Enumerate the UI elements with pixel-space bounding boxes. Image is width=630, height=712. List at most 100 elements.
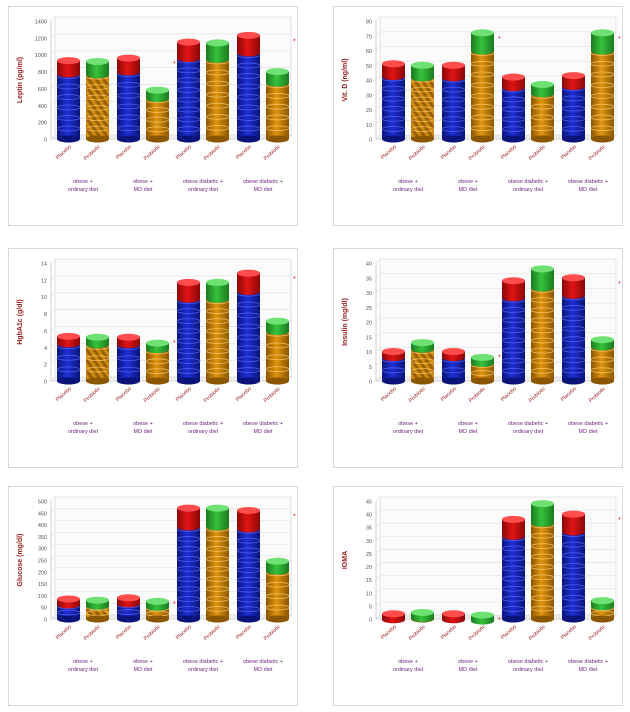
bar-band: [590, 367, 615, 374]
bar-band: [56, 125, 81, 132]
bar-base: [146, 615, 169, 623]
gridline-depth: [375, 361, 381, 367]
bar-top: [591, 336, 614, 344]
category-label: MD diet: [579, 429, 598, 435]
bar-band: [265, 593, 290, 600]
bar-band: [205, 91, 230, 98]
bar-band: [590, 60, 615, 67]
bar-cap: [502, 280, 525, 298]
bar: [177, 290, 200, 381]
bar-band: [205, 348, 230, 354]
bar-top: [562, 510, 585, 518]
gridline-depth: [375, 302, 381, 308]
bar-band: [590, 125, 615, 132]
bar-label: Probiotic: [588, 386, 607, 404]
category-label: obese +: [458, 659, 478, 665]
bar-band: [116, 366, 141, 373]
bar-cap-base: [382, 73, 405, 81]
y-tick-label: 300: [38, 547, 47, 553]
bar-cap-base: [562, 82, 585, 90]
bar-band: [530, 605, 555, 612]
bar-band: [381, 105, 406, 112]
bar-label: Probiotic: [203, 624, 222, 642]
significance-star: *: [293, 513, 296, 520]
bar: [531, 513, 554, 619]
bar-band: [236, 567, 261, 573]
bar-top: [206, 278, 229, 286]
bar-base: [591, 615, 614, 623]
bar-cap-base: [57, 601, 80, 609]
gridline-depth: [50, 33, 56, 39]
bar-band: [530, 114, 555, 121]
bar-cap-base: [117, 68, 140, 76]
gridline-depth: [375, 496, 381, 502]
bar-cap: [591, 32, 614, 51]
bar-band: [410, 358, 435, 365]
bar-top: [382, 348, 405, 355]
bar-band: [441, 367, 466, 374]
gridline-depth: [50, 101, 56, 106]
bar-cap: [531, 503, 554, 524]
chart-panel: 0 200 400 600 800 1000 1200 1400 Leptin (pg/ml) P…: [8, 6, 298, 226]
bar-band: [561, 336, 586, 343]
bar-band: [236, 557, 261, 564]
bar-band: [236, 547, 261, 554]
significance-star: *: [498, 617, 501, 624]
gridline-depth: [375, 75, 381, 81]
bar-cap: [562, 75, 585, 87]
y-tick-label: 10: [41, 295, 47, 301]
gridline-depth: [50, 602, 56, 608]
y-tick-label: 15: [366, 335, 372, 341]
category-label: obese +: [133, 179, 153, 185]
bar-top: [177, 504, 200, 512]
bar-band: [56, 115, 81, 121]
bar-band: [265, 125, 290, 132]
bar-cap: [562, 514, 585, 532]
bar: [86, 68, 109, 139]
bar-band: [176, 67, 201, 74]
bar-base: [591, 377, 614, 385]
y-axis-label: Leptin (pg/ml): [17, 57, 24, 103]
y-tick-label: 0: [369, 138, 372, 144]
bar-base: [86, 135, 109, 143]
bar-band: [145, 107, 170, 113]
bar-band: [205, 338, 230, 344]
bar-cap-base: [591, 603, 614, 611]
y-tick-label: 8: [44, 312, 47, 318]
bar-band: [176, 87, 201, 93]
bar-band: [205, 556, 230, 562]
bar-cap: [206, 42, 229, 60]
bar-label: Placebo: [560, 386, 578, 403]
y-axis-label: HgbA1c (g/dl): [17, 299, 24, 345]
bar-band: [176, 106, 201, 113]
bar-cap-base: [471, 617, 494, 625]
category-label: MD diet: [134, 429, 153, 435]
bar-top: [562, 274, 585, 282]
bar-cap-base: [117, 600, 140, 608]
bar-top: [266, 317, 289, 325]
bar-label: Probiotic: [588, 144, 607, 162]
bar-base: [117, 135, 140, 143]
bar-label: Probiotic: [83, 386, 102, 404]
bar-band: [236, 94, 261, 100]
bar-cap-base: [471, 359, 494, 367]
category-label: obese diabetic +: [243, 659, 283, 665]
gridline-depth: [375, 90, 381, 96]
bar-label: Probiotic: [528, 386, 547, 404]
bar-band: [501, 575, 526, 582]
category-label: ordinary diet: [513, 667, 544, 673]
category-label: obese diabetic +: [508, 421, 548, 427]
category-label: ordinary diet: [188, 187, 219, 193]
bar-band: [530, 584, 555, 591]
bar-label: Placebo: [380, 386, 398, 403]
bar-top: [471, 29, 494, 37]
y-tick-label: 10: [366, 123, 372, 129]
bar-base: [266, 135, 289, 143]
bar-top: [411, 608, 434, 616]
bar-band: [205, 606, 230, 612]
bar-band: [56, 104, 81, 111]
bar-label: Placebo: [175, 386, 193, 403]
bar-band: [561, 563, 586, 569]
bar: [562, 286, 585, 381]
bar-base: [237, 615, 260, 623]
